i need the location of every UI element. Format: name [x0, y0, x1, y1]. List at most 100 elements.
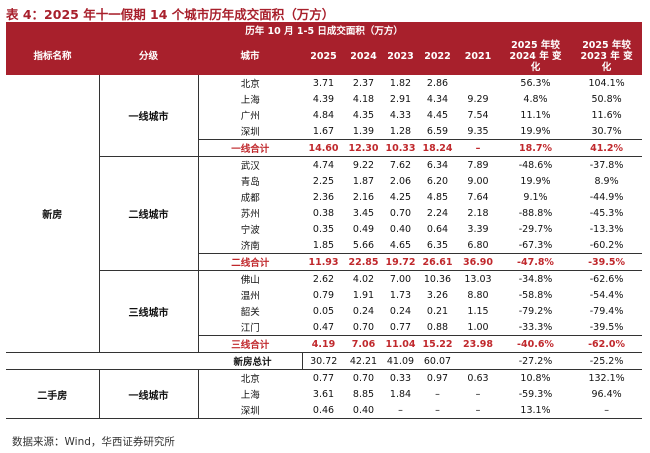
change-cell: 56.3%: [500, 75, 571, 91]
tier-label: 一线城市: [99, 370, 198, 419]
value-cell: 6.34: [419, 157, 456, 174]
change-cell: -79.4%: [571, 303, 642, 319]
city-cell: 温州: [198, 287, 302, 303]
value-cell: 1.28: [382, 123, 419, 140]
value-cell: 9.22: [345, 157, 382, 174]
value-cell: –: [456, 386, 500, 402]
value-cell: 6.35: [419, 237, 456, 254]
value-cell: 6.20: [419, 173, 456, 189]
subtotal-value: 23.98: [456, 336, 500, 353]
value-cell: 1.67: [302, 123, 345, 140]
value-cell: 8.80: [456, 287, 500, 303]
subtotal-value: 15.22: [419, 336, 456, 353]
subtotal-change: -39.5%: [571, 254, 642, 271]
city-cell: 武汉: [198, 157, 302, 174]
change-cell: -62.6%: [571, 271, 642, 288]
value-cell: 0.70: [382, 205, 419, 221]
total-change: -27.2%: [500, 353, 571, 370]
header-change-vs-2024: 2025 年较 2024 年 变化: [500, 38, 571, 75]
value-cell: 0.33: [382, 370, 419, 387]
change-cell: -44.9%: [571, 189, 642, 205]
subtotal-label: 一线合计: [198, 140, 302, 157]
new-house-total-row: 新房总计 30.72 42.21 41.09 60.07 -27.2% -25.2%: [6, 353, 642, 370]
change-cell: -79.2%: [500, 303, 571, 319]
change-cell: 19.9%: [500, 173, 571, 189]
value-cell: 2.24: [419, 205, 456, 221]
change-cell: –: [571, 402, 642, 419]
value-cell: 3.26: [419, 287, 456, 303]
value-cell: 9.35: [456, 123, 500, 140]
change-cell: 132.1%: [571, 370, 642, 387]
value-cell: 4.85: [419, 189, 456, 205]
subtotal-value: 19.72: [382, 254, 419, 271]
value-cell: 0.24: [345, 303, 382, 319]
value-cell: 13.03: [456, 271, 500, 288]
value-cell: –: [419, 402, 456, 419]
value-cell: 4.33: [382, 107, 419, 123]
header-indicator: 指标名称: [6, 38, 99, 75]
city-cell: 江门: [198, 319, 302, 336]
subtotal-label: 二线合计: [198, 254, 302, 271]
subtotal-value: 18.24: [419, 140, 456, 157]
subtotal-value: 14.60: [302, 140, 345, 157]
change-cell: 4.8%: [500, 91, 571, 107]
value-cell: 0.21: [419, 303, 456, 319]
value-cell: 2.91: [382, 91, 419, 107]
value-cell: 0.79: [302, 287, 345, 303]
change-cell: 96.4%: [571, 386, 642, 402]
change-cell: 10.8%: [500, 370, 571, 387]
value-cell: 3.39: [456, 221, 500, 237]
value-cell: 2.86: [419, 75, 456, 91]
value-cell: 1.85: [302, 237, 345, 254]
new-house-total-label: 新房总计: [6, 353, 302, 370]
total-change: -25.2%: [571, 353, 642, 370]
value-cell: 1.87: [345, 173, 382, 189]
subtotal-value: 11.04: [382, 336, 419, 353]
value-cell: 1.39: [345, 123, 382, 140]
change-cell: -88.8%: [500, 205, 571, 221]
value-cell: 1.91: [345, 287, 382, 303]
value-cell: 3.61: [302, 386, 345, 402]
change-cell: 8.9%: [571, 173, 642, 189]
value-cell: 1.73: [382, 287, 419, 303]
value-cell: 3.71: [302, 75, 345, 91]
change-cell: 50.8%: [571, 91, 642, 107]
value-cell: –: [419, 386, 456, 402]
value-cell: 2.62: [302, 271, 345, 288]
table-row: 二线城市 武汉 4.74 9.22 7.62 6.34 7.89 -48.6% -37.8%: [6, 157, 642, 174]
city-cell: 济南: [198, 237, 302, 254]
header-year: 2022: [419, 38, 456, 75]
change-cell: -54.4%: [571, 287, 642, 303]
table-row: 三线城市 佛山 2.62 4.02 7.00 10.36 13.03 -34.8% -62.6%: [6, 271, 642, 288]
value-cell: 0.49: [345, 221, 382, 237]
change-cell: -39.5%: [571, 319, 642, 336]
change-cell: -29.7%: [500, 221, 571, 237]
value-cell: 0.77: [382, 319, 419, 336]
value-cell: 2.06: [382, 173, 419, 189]
value-cell: 6.59: [419, 123, 456, 140]
value-cell: 4.18: [345, 91, 382, 107]
city-cell: 成都: [198, 189, 302, 205]
city-cell: 韶关: [198, 303, 302, 319]
change-cell: 30.7%: [571, 123, 642, 140]
table-title: 表 4：2025 年十一假期 14 个城市历年成交面积（万方）: [6, 4, 334, 23]
subtotal-change: -40.6%: [500, 336, 571, 353]
header-group-title: 历年 10 月 1-5 日成交面积（万方）: [6, 22, 642, 38]
value-cell: 1.15: [456, 303, 500, 319]
value-cell: 2.37: [345, 75, 382, 91]
value-cell: 0.64: [419, 221, 456, 237]
value-cell: 6.80: [456, 237, 500, 254]
indicator-new-house: 新房: [6, 75, 99, 353]
total-value: 60.07: [419, 353, 456, 370]
header-year: 2021: [456, 38, 500, 75]
value-cell: 4.74: [302, 157, 345, 174]
value-cell: 10.36: [419, 271, 456, 288]
change-cell: -13.3%: [571, 221, 642, 237]
value-cell: 9.00: [456, 173, 500, 189]
change-cell: -45.3%: [571, 205, 642, 221]
value-cell: 0.47: [302, 319, 345, 336]
value-cell: 2.25: [302, 173, 345, 189]
value-cell: 7.62: [382, 157, 419, 174]
city-cell: 上海: [198, 91, 302, 107]
value-cell: 0.05: [302, 303, 345, 319]
